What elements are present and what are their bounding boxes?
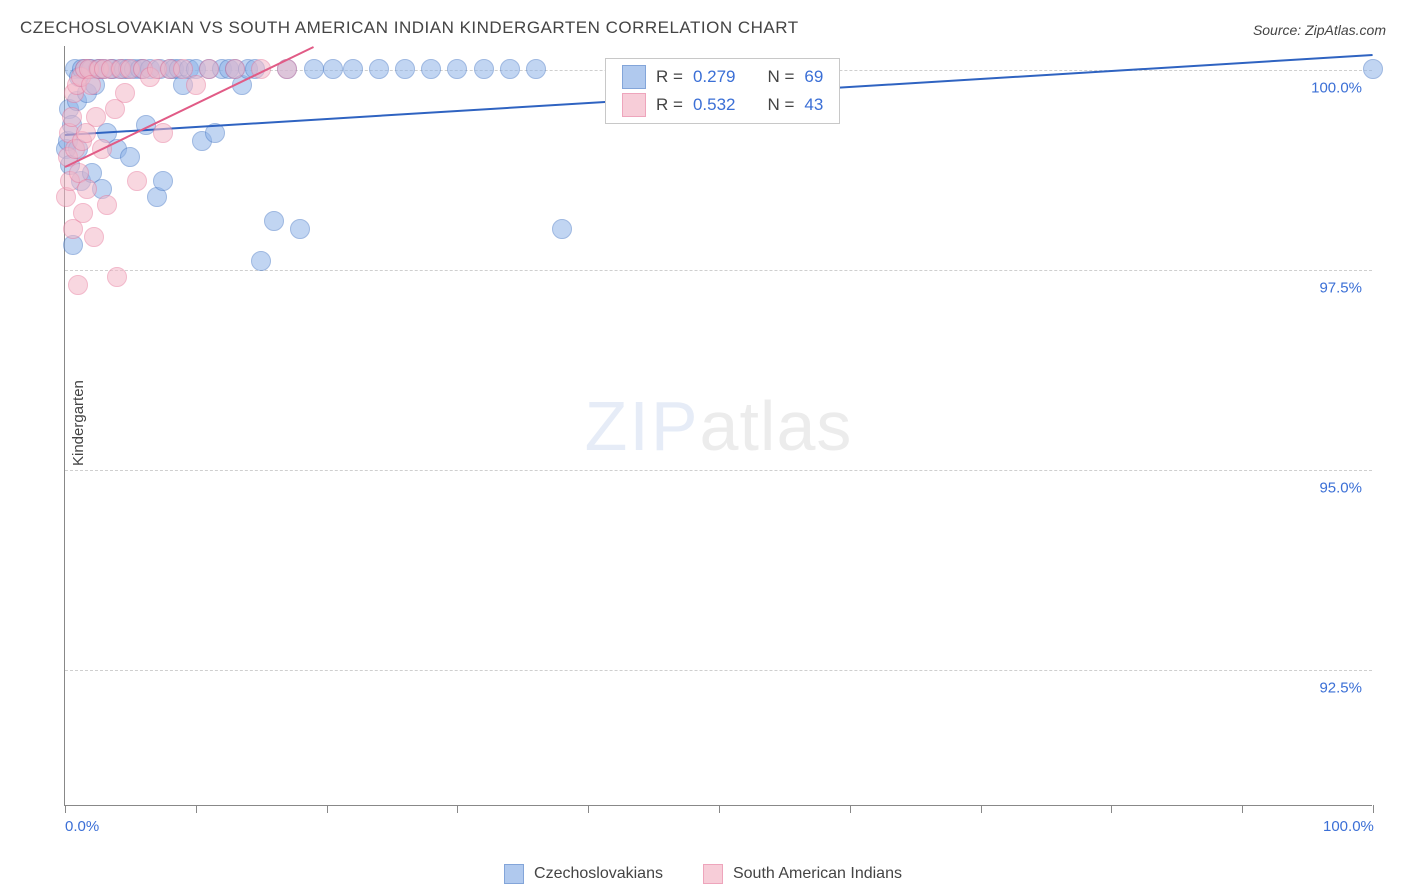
x-tick: [981, 805, 982, 813]
x-tick: [719, 805, 720, 813]
stat-r-value: 0.279: [693, 67, 736, 87]
data-point: [68, 275, 88, 295]
legend-swatch: [622, 65, 646, 89]
legend-item: Czechoslovakians: [504, 864, 663, 884]
data-point: [304, 59, 324, 79]
stat-n-value: 69: [804, 67, 823, 87]
stat-r-label: R =: [656, 95, 683, 115]
y-tick-label: 95.0%: [1319, 480, 1362, 497]
y-tick-label: 97.5%: [1319, 280, 1362, 297]
data-point: [186, 75, 206, 95]
data-point: [62, 107, 82, 127]
data-point: [86, 107, 106, 127]
stat-n-label: N =: [767, 95, 794, 115]
bottom-legend: Czechoslovakians South American Indians: [0, 864, 1406, 884]
x-tick: [1242, 805, 1243, 813]
data-point: [552, 219, 572, 239]
watermark-atlas: atlas: [700, 387, 853, 465]
data-point: [120, 147, 140, 167]
stats-row: R = 0.279 N = 69: [606, 63, 839, 91]
data-point: [251, 251, 271, 271]
x-tick: [1111, 805, 1112, 813]
x-tick-label: 100.0%: [1323, 818, 1374, 835]
data-point: [84, 227, 104, 247]
stat-r-value: 0.532: [693, 95, 736, 115]
plot-region: ZIPatlas 92.5%95.0%97.5%100.0%0.0%100.0%…: [64, 46, 1372, 806]
data-point: [77, 179, 97, 199]
data-point: [115, 83, 135, 103]
y-tick-label: 92.5%: [1319, 680, 1362, 697]
data-point: [369, 59, 389, 79]
legend-swatch: [504, 864, 524, 884]
x-tick: [457, 805, 458, 813]
data-point: [107, 267, 127, 287]
data-point: [500, 59, 520, 79]
data-point: [97, 195, 117, 215]
stat-r-label: R =: [656, 67, 683, 87]
data-point: [199, 59, 219, 79]
data-point: [323, 59, 343, 79]
data-point: [264, 211, 284, 231]
data-point: [127, 171, 147, 191]
data-point: [395, 59, 415, 79]
data-point: [447, 59, 467, 79]
watermark-zip: ZIP: [585, 387, 700, 465]
data-point: [343, 59, 363, 79]
x-tick: [327, 805, 328, 813]
data-point: [526, 59, 546, 79]
x-tick: [65, 805, 66, 813]
gridline: [65, 670, 1372, 671]
stats-box: R = 0.279 N = 69 R = 0.532 N = 43: [605, 58, 840, 124]
chart-header: CZECHOSLOVAKIAN VS SOUTH AMERICAN INDIAN…: [0, 0, 1406, 46]
data-point: [290, 219, 310, 239]
chart-area: Kindergarten ZIPatlas 92.5%95.0%97.5%100…: [56, 46, 1386, 806]
x-tick: [1373, 805, 1374, 813]
legend-label: Czechoslovakians: [534, 865, 663, 883]
legend-item: South American Indians: [703, 864, 902, 884]
x-tick: [588, 805, 589, 813]
stat-n-label: N =: [767, 67, 794, 87]
chart-source: Source: ZipAtlas.com: [1253, 22, 1386, 38]
y-tick-label: 100.0%: [1311, 80, 1362, 97]
x-tick-label: 0.0%: [65, 818, 99, 835]
legend-swatch: [703, 864, 723, 884]
data-point: [421, 59, 441, 79]
data-point: [474, 59, 494, 79]
stat-n-value: 43: [804, 95, 823, 115]
chart-title: CZECHOSLOVAKIAN VS SOUTH AMERICAN INDIAN…: [20, 18, 799, 38]
data-point: [153, 171, 173, 191]
data-point: [153, 123, 173, 143]
legend-label: South American Indians: [733, 865, 902, 883]
gridline: [65, 470, 1372, 471]
data-point: [1363, 59, 1383, 79]
x-tick: [196, 805, 197, 813]
data-point: [73, 203, 93, 223]
data-point: [225, 59, 245, 79]
x-tick: [850, 805, 851, 813]
watermark: ZIPatlas: [585, 386, 853, 466]
stats-row: R = 0.532 N = 43: [606, 91, 839, 119]
legend-swatch: [622, 93, 646, 117]
